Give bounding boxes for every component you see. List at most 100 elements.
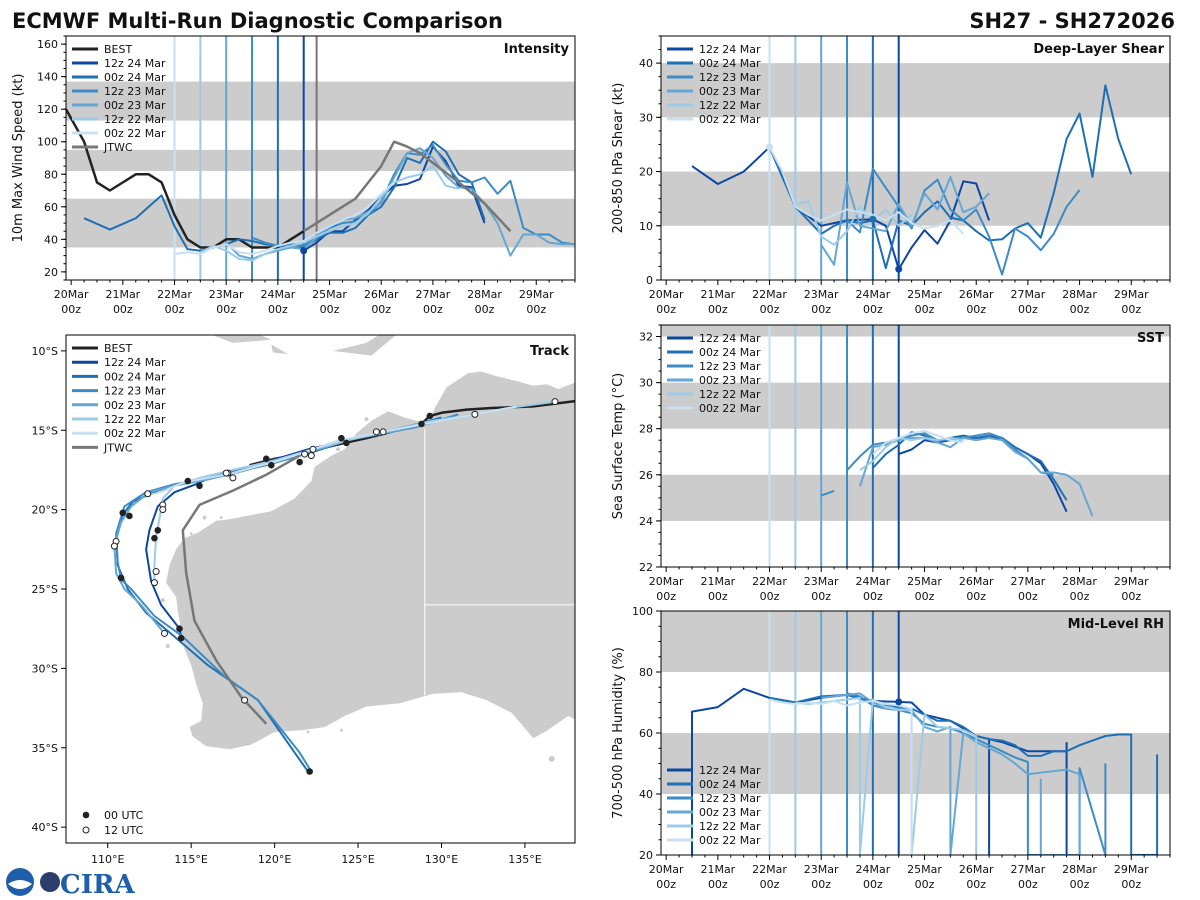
lat-tick-label: 40°S <box>32 821 58 834</box>
x-tick-hour: 00z <box>371 303 391 316</box>
series-line <box>858 436 1094 517</box>
x-tick-day: 20Mar <box>649 288 684 301</box>
y-tick-label: 30 <box>639 377 653 390</box>
x-tick-day: 25Mar <box>907 575 942 588</box>
threshold-band <box>66 149 575 172</box>
x-tick-hour: 00z <box>1070 590 1090 603</box>
noaa-wave-icon <box>8 880 32 889</box>
legend-entry: 12z 24 Mar <box>104 57 166 70</box>
cira-globe-icon <box>40 872 60 892</box>
y-axis-label: 10m Max Wind Speed (kt) <box>11 74 26 243</box>
legend-entry: 12z 22 Mar <box>104 413 166 426</box>
x-tick-day: 24Mar <box>260 288 295 301</box>
y-tick-label: 80 <box>639 666 653 679</box>
x-tick-day: 20Mar <box>54 288 89 301</box>
series-line <box>251 144 575 247</box>
init-marker <box>895 265 903 273</box>
x-tick-hour: 00z <box>1121 590 1141 603</box>
fix-00utc <box>196 482 203 490</box>
legend-entry: 00z 24 Mar <box>104 370 166 383</box>
lat-tick-label: 30°S <box>32 662 58 675</box>
y-tick-label: 28 <box>639 423 653 436</box>
y-axis-label: Sea Surface Temp (°C) <box>611 373 626 520</box>
lat-tick-label: 20°S <box>32 504 58 517</box>
legend-entry: 00z 22 Mar <box>104 427 166 440</box>
legend-entry: BEST <box>104 342 132 355</box>
legend-entry: 00 UTC <box>104 809 144 822</box>
fix-00utc <box>306 768 313 775</box>
x-tick-day: 26Mar <box>959 288 994 301</box>
series-line <box>769 698 913 855</box>
fix-12utc <box>152 568 160 576</box>
fix-12utc <box>229 474 237 482</box>
y-tick-label: 40 <box>44 233 58 246</box>
x-tick-hour: 00z <box>811 303 831 316</box>
y-tick-label: 20 <box>639 849 653 862</box>
init-marker <box>300 247 308 255</box>
fix-00utc <box>119 509 127 517</box>
y-tick-label: 40 <box>639 788 653 801</box>
x-tick-day: 25Mar <box>907 288 942 301</box>
fix-12utc <box>159 506 167 514</box>
legend-entry: 12z 24 Mar <box>699 43 761 56</box>
x-tick-hour: 00z <box>1018 590 1038 603</box>
legend-entry: 00z 24 Mar <box>104 71 166 84</box>
legend-entry: 12z 22 Mar <box>699 99 761 112</box>
fix-00utc <box>338 434 345 442</box>
panel-title: Deep-Layer Shear <box>1033 42 1164 57</box>
x-tick-hour: 00z <box>863 590 883 603</box>
legend-entry: 12z 24 Mar <box>699 332 761 345</box>
series-line <box>691 146 991 271</box>
lon-tick-label: 125°E <box>341 853 374 866</box>
panel-title: Mid-Level RH <box>1068 617 1164 632</box>
legend-12utc-marker <box>82 826 90 834</box>
y-tick-label: 30 <box>639 111 653 124</box>
fix-00utc <box>176 625 183 632</box>
fix-00utc <box>177 634 185 642</box>
fix-00utc <box>117 574 125 582</box>
x-tick-day: 26Mar <box>959 575 994 588</box>
rh-panel: 20 40 60 80 100 20Mar 00z 21Mar 00z 22Mar 00z 23Mar… <box>611 605 1171 891</box>
legend-entry: 12z 23 Mar <box>104 385 166 398</box>
x-tick-day: 27Mar <box>1011 575 1046 588</box>
x-tick-hour: 00z <box>1070 303 1090 316</box>
fix-12utc <box>309 445 317 453</box>
y-tick-label: 100 <box>37 136 58 149</box>
y-tick-label: 10 <box>639 220 653 233</box>
series-line <box>846 167 1081 276</box>
y-tick-label: 80 <box>44 168 58 181</box>
x-tick-day: 29Mar <box>519 288 554 301</box>
fix-00utc <box>418 420 425 428</box>
x-tick-day: 29Mar <box>1114 575 1149 588</box>
series-line <box>303 140 512 233</box>
islet <box>165 644 170 649</box>
x-tick-day: 28Mar <box>1062 863 1097 876</box>
x-tick-day: 27Mar <box>1011 863 1046 876</box>
lat-tick-label: 35°S <box>32 742 58 755</box>
x-tick-hour: 00z <box>811 590 831 603</box>
plot-area <box>661 325 1170 567</box>
y-tick-label: 100 <box>632 605 653 618</box>
legend-entry: 00z 23 Mar <box>699 85 761 98</box>
fix-12utc <box>160 629 168 637</box>
islet <box>548 755 555 762</box>
fix-00utc <box>426 412 434 420</box>
y-tick-label: 32 <box>639 331 653 344</box>
lat-tick-label: 25°S <box>32 583 58 596</box>
x-tick-day: 28Mar <box>1062 288 1097 301</box>
cira-logo: CIRA <box>6 868 135 900</box>
islet <box>306 730 310 734</box>
x-tick-hour: 00z <box>656 878 676 891</box>
fix-12utc <box>150 579 158 587</box>
legend-entry: 12z 22 Mar <box>699 388 761 401</box>
islet <box>336 447 341 452</box>
x-tick-day: 28Mar <box>1062 575 1097 588</box>
panel-title: SST <box>1137 331 1164 346</box>
x-tick-day: 20Mar <box>649 575 684 588</box>
series-line <box>795 200 913 246</box>
legend-entry: 00z 22 Mar <box>699 834 761 847</box>
legend-entry: 00z 23 Mar <box>104 99 166 112</box>
legend-entry: BEST <box>104 43 132 56</box>
islet <box>289 501 293 505</box>
